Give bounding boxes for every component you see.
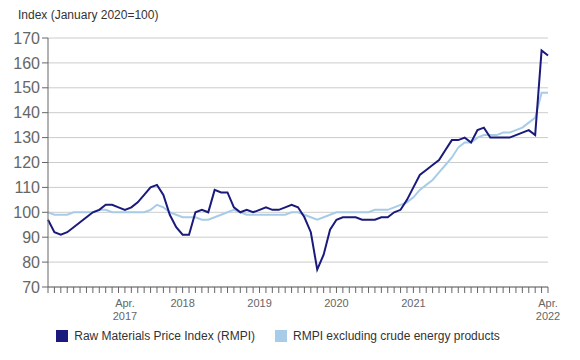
svg-text:2021: 2021: [401, 297, 425, 309]
svg-text:100: 100: [13, 204, 40, 221]
html-text:Raw Materials Price Index (RMP: Raw Materials Price Index (RMPI): [74, 329, 255, 343]
svg-text:120: 120: [13, 154, 40, 171]
svg-text:70: 70: [22, 279, 40, 296]
svg-text:2020: 2020: [324, 297, 348, 309]
svg-text:2018: 2018: [170, 297, 194, 309]
svg-text:80: 80: [22, 254, 40, 271]
svg-text:140: 140: [13, 104, 40, 121]
svg-text:170: 170: [13, 30, 40, 47]
svg-text:Apr.2017: Apr.2017: [113, 297, 137, 322]
svg-text:150: 150: [13, 79, 40, 96]
svg-text:Apr.2022: Apr.2022: [536, 297, 560, 322]
html-text:Index (January 2020=100): Index (January 2020=100): [18, 8, 159, 22]
svg-text:2019: 2019: [247, 297, 271, 309]
svg-text:130: 130: [13, 129, 40, 146]
html-text:RMPI excluding crude energy pr: RMPI excluding crude energy products: [293, 329, 500, 343]
svg-text:160: 160: [13, 55, 40, 72]
svg-text:110: 110: [14, 179, 40, 196]
svg-text:90: 90: [22, 229, 40, 246]
